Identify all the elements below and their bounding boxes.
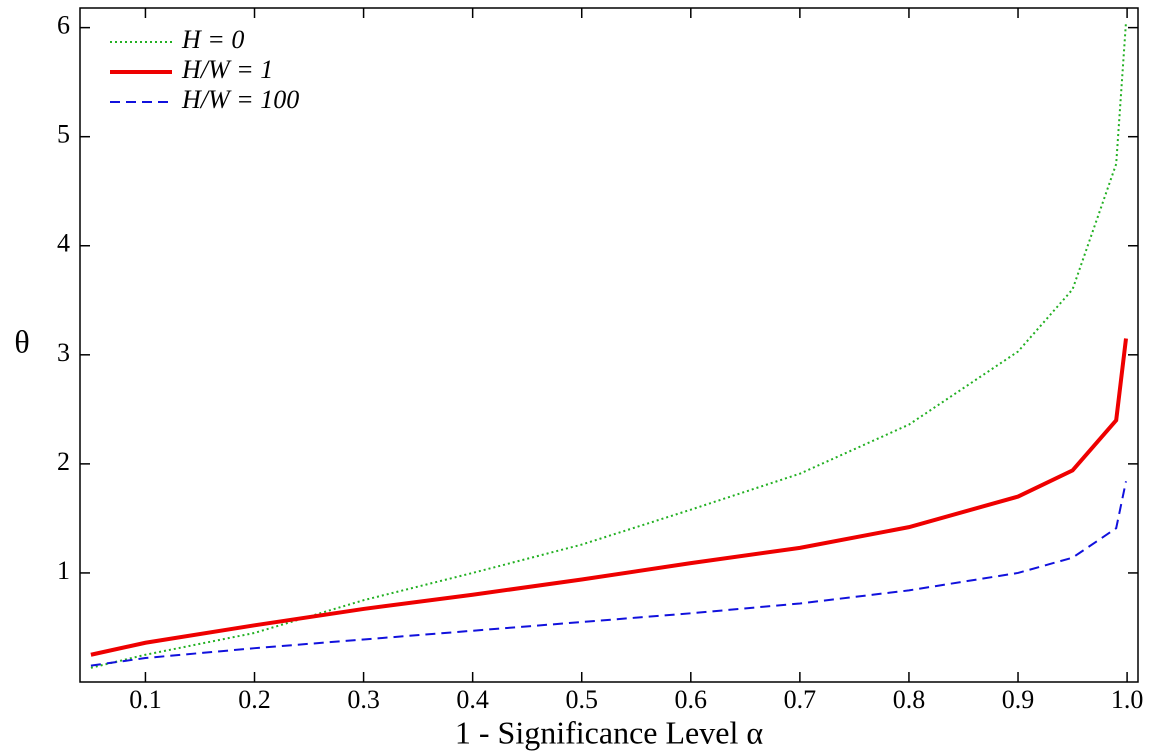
x-tick-label: 0.1 — [129, 685, 162, 714]
series-line — [90, 338, 1128, 657]
x-tick-label: 0.3 — [347, 685, 380, 714]
series-line — [90, 22, 1127, 669]
x-tick-label: 0.4 — [456, 685, 489, 714]
y-axis-label: θ — [14, 323, 29, 359]
x-tick-label: 0.6 — [675, 685, 708, 714]
legend-label: H/W = 100 — [181, 85, 299, 114]
y-tick-label: 5 — [57, 120, 70, 149]
legend-label: H/W = 1 — [181, 55, 273, 84]
y-tick-label: 3 — [57, 338, 70, 367]
x-tick-label: 0.5 — [565, 685, 598, 714]
x-tick-label: 0.2 — [238, 685, 271, 714]
x-tick-label: 0.9 — [1002, 685, 1035, 714]
x-axis-label: 1 - Significance Level α — [455, 714, 763, 750]
x-tick-label: 0.7 — [784, 685, 817, 714]
y-tick-label: 6 — [57, 11, 70, 40]
y-tick-label: 1 — [57, 556, 70, 585]
legend-label: H = 0 — [181, 25, 244, 54]
plot-frame — [79, 7, 1139, 683]
y-tick-label: 2 — [57, 447, 70, 476]
y-tick-label: 4 — [57, 229, 70, 258]
x-tick-label: 0.8 — [893, 685, 926, 714]
series-line — [90, 481, 1127, 667]
x-tick-label: 1.0 — [1111, 685, 1144, 714]
